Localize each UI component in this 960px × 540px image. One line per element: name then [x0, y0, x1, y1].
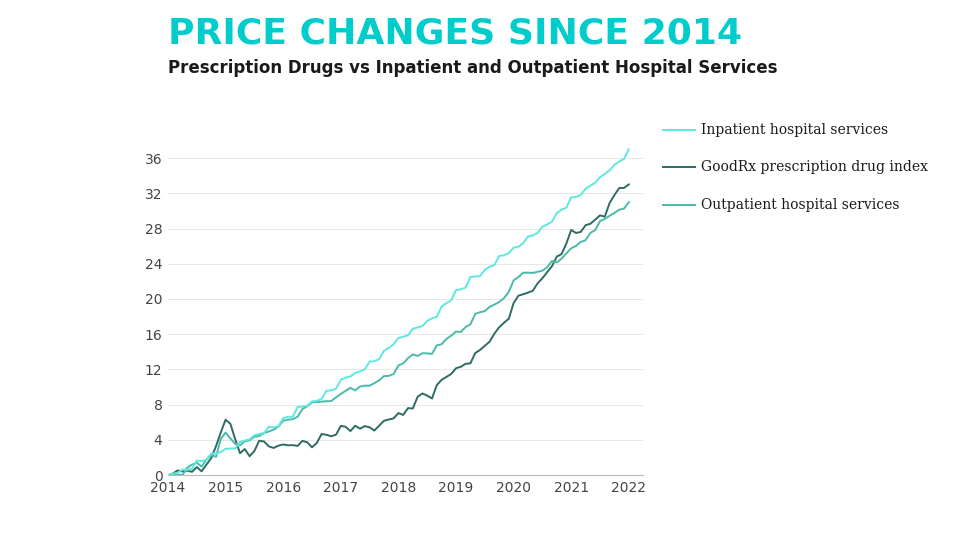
Text: GoodRx prescription drug index: GoodRx prescription drug index: [701, 160, 927, 174]
Text: Prescription Drugs vs Inpatient and Outpatient Hospital Services: Prescription Drugs vs Inpatient and Outp…: [168, 59, 778, 77]
Text: Outpatient hospital services: Outpatient hospital services: [701, 198, 900, 212]
Text: Inpatient hospital services: Inpatient hospital services: [701, 123, 888, 137]
Text: PRICE CHANGES SINCE 2014: PRICE CHANGES SINCE 2014: [168, 16, 742, 50]
